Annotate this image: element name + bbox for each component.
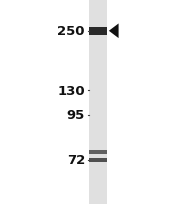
Text: 95: 95: [67, 109, 85, 122]
Text: 72: 72: [67, 154, 85, 167]
Text: 130: 130: [57, 84, 85, 97]
FancyBboxPatch shape: [89, 0, 107, 204]
FancyBboxPatch shape: [89, 150, 107, 154]
Text: 250: 250: [58, 25, 85, 38]
FancyBboxPatch shape: [89, 159, 107, 162]
FancyBboxPatch shape: [89, 28, 107, 35]
Polygon shape: [109, 24, 119, 39]
